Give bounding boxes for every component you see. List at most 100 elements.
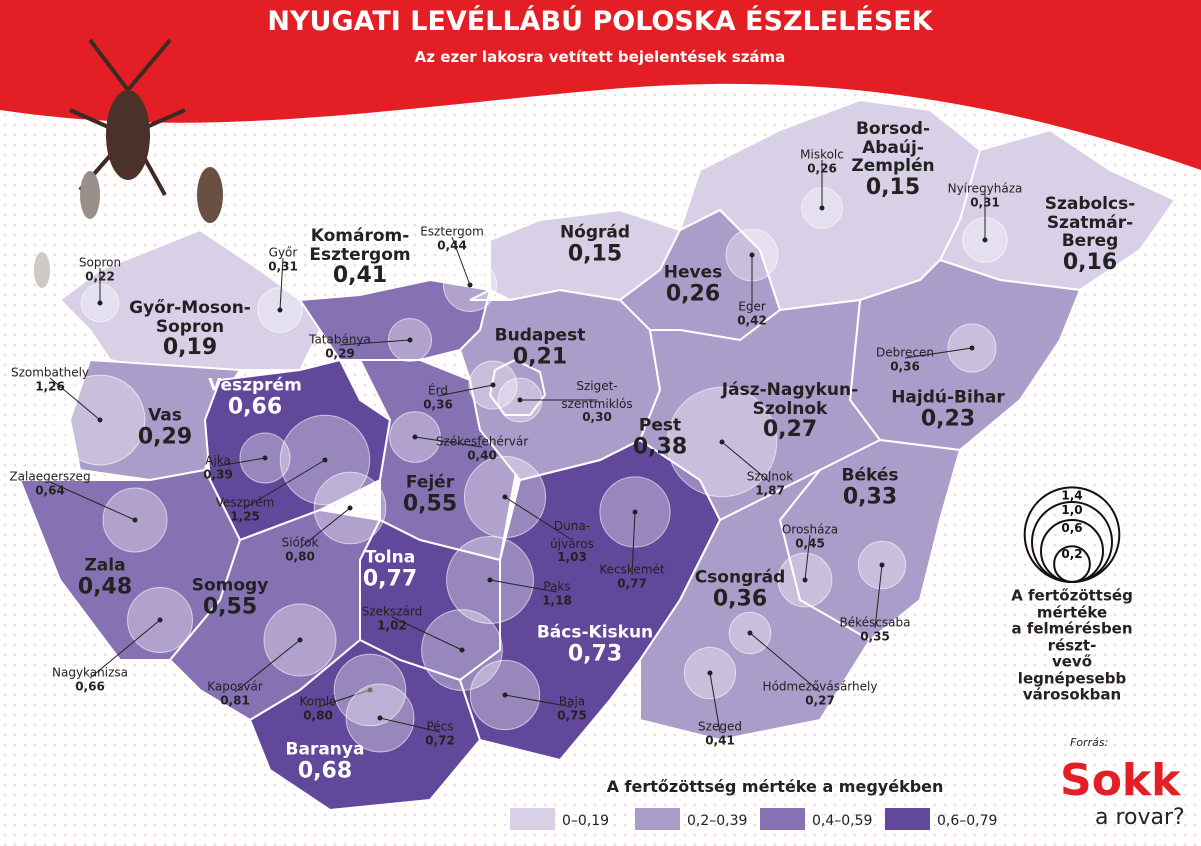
county-name: Nógrád <box>559 222 631 243</box>
city-label: Érd 0,36 <box>423 381 453 412</box>
leader-line <box>299 507 351 549</box>
city-value: 0,45 <box>795 536 825 551</box>
city-name: Sziget- szentmiklós <box>561 378 633 411</box>
city-value: 1,02 <box>377 618 407 633</box>
county-value: 0,73 <box>567 641 623 667</box>
city-dot <box>747 630 753 636</box>
city-label: Nyíregyháza 0,31 <box>948 179 1023 210</box>
city-name: Esztergom <box>420 224 484 239</box>
city-label: Győr 0,31 <box>268 243 298 274</box>
county-value: 0,55 <box>402 491 458 517</box>
city-dot <box>157 617 163 623</box>
city-label: Szeged 0,41 <box>698 717 742 748</box>
city-name: Ajka <box>205 453 231 468</box>
county-name: Baranya <box>285 739 365 760</box>
city-value: 0,27 <box>805 693 835 708</box>
city-value: 0,40 <box>467 448 497 463</box>
county-name: Heves <box>663 262 723 283</box>
leader-line <box>391 616 463 651</box>
county-name: Tolna <box>364 547 416 568</box>
logo-top: Sokk <box>1060 755 1182 806</box>
city-dot <box>347 505 353 511</box>
city-name: Orosháza <box>781 522 839 537</box>
city-dot <box>132 517 138 523</box>
city-name: Nyíregyháza <box>947 181 1023 196</box>
city-name: Szeged <box>698 719 742 734</box>
city-label: Orosháza 0,45 <box>782 520 838 551</box>
city-dot <box>97 417 103 423</box>
legend-swatch <box>760 808 805 830</box>
city-name: Zalaegerszeg <box>9 469 91 484</box>
legend-circle-label: 0,2 <box>1061 547 1082 561</box>
city-dot <box>802 577 808 583</box>
leader-line <box>749 632 821 693</box>
county-label: Hajdú-Bihar 0,23 <box>891 388 1005 432</box>
city-label: Baja 0,75 <box>557 692 587 723</box>
header-band <box>0 0 1201 170</box>
legend-circle-label: 0,6 <box>1061 521 1082 535</box>
county-value: 0,23 <box>920 406 976 432</box>
county-value: 0,38 <box>632 434 688 460</box>
city-dot <box>749 252 755 258</box>
city-name: Érd <box>428 383 448 398</box>
city-label: Sziget- szentmiklós 0,30 <box>561 376 632 424</box>
county-name: Győr-Moson- Sopron <box>129 298 251 337</box>
city-value: 0,31 <box>268 259 298 274</box>
leader-line <box>451 236 471 286</box>
county-name: Fejér <box>405 472 455 493</box>
leader-line <box>721 441 771 483</box>
city-label: Miskolc 0,26 <box>800 145 844 176</box>
city-dot <box>502 692 508 698</box>
city-name: Kaposvár <box>207 679 263 694</box>
county-value: 0,66 <box>227 394 283 420</box>
city-name: Szolnok <box>746 469 794 484</box>
county-name: Zala <box>84 555 126 576</box>
city-label: Zalaegerszeg 0,64 <box>9 467 90 498</box>
city-value: 0,30 <box>582 410 612 424</box>
county-label: Vas 0,29 <box>137 406 193 450</box>
city-value: 0,81 <box>220 693 250 708</box>
city-dot <box>487 577 493 583</box>
county-value: 0,26 <box>665 281 721 307</box>
leader-line <box>89 619 161 679</box>
county <box>58 228 322 371</box>
city-label: Szombathely 1,26 <box>11 363 89 394</box>
city-value: 0,22 <box>85 269 115 284</box>
city-label: Hódmezővásárhely 0,27 <box>763 677 878 708</box>
city-dot <box>377 715 383 721</box>
city-dot <box>297 637 303 643</box>
county-label: Veszprém 0,66 <box>208 376 302 420</box>
leader-line <box>49 481 136 521</box>
county-label: Jász-Nagykun- Szolnok 0,27 <box>722 381 858 443</box>
city-value: 0,64 <box>35 483 65 498</box>
city-label: Siófok 0,80 <box>282 533 319 564</box>
city-value: 1,26 <box>35 379 65 394</box>
county-name: Budapest <box>494 325 586 346</box>
county-value: 0,29 <box>137 424 193 450</box>
county-label: Zala 0,48 <box>78 555 132 600</box>
leader-line <box>379 717 441 733</box>
legend-swatch <box>885 808 930 830</box>
city-label: Szekszárd 1,02 <box>362 602 423 633</box>
legend-circle-label: 1,0 <box>1061 503 1082 517</box>
city-value: 0,36 <box>890 359 920 374</box>
legend-label: 0–0,19 <box>562 813 609 829</box>
county-value: 0,68 <box>297 758 353 784</box>
leader-line <box>631 511 636 576</box>
county-label: Szabolcs-Szatmár- Bereg 0,16 <box>1035 194 1146 275</box>
county-label: Csongrád 0,36 <box>695 568 786 612</box>
county-label: Pest 0,38 <box>632 415 688 460</box>
city-value: 0,42 <box>737 313 767 328</box>
county-name: Pest <box>638 415 682 436</box>
city-name: Pécs <box>426 719 454 734</box>
city-dot <box>719 439 725 445</box>
city-dot <box>412 434 418 440</box>
city-dot <box>490 382 496 388</box>
city-dot <box>459 647 465 653</box>
city-name: Szekszárd <box>361 604 423 619</box>
leader-line <box>317 689 371 708</box>
leader-line <box>874 564 883 629</box>
city-name: Komló <box>299 694 337 709</box>
leader-line <box>279 257 284 311</box>
city-name: Miskolc <box>800 147 844 162</box>
